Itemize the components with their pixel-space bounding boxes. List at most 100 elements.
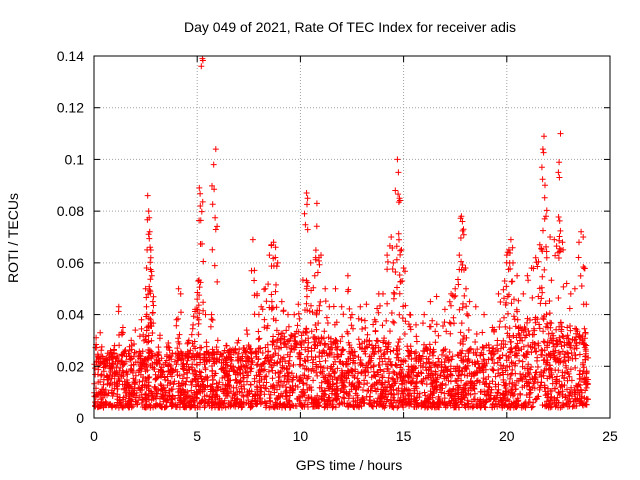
data-point [534,379,541,386]
data-point [114,353,121,360]
data-point [420,360,427,367]
data-point [119,367,126,374]
data-point [230,368,237,375]
data-point [249,236,256,243]
data-point [413,349,419,355]
data-point [209,201,216,208]
data-point [578,386,585,393]
data-point [413,333,420,340]
data-point [546,351,553,358]
data-point [517,390,524,397]
data-point [193,352,200,359]
data-point [294,384,301,390]
data-point [299,379,306,386]
data-point [554,341,561,348]
data-point [566,389,573,395]
data-point [529,331,536,338]
data-point [421,398,428,404]
data-point [105,390,112,397]
data-point [580,368,587,375]
data-point [542,182,548,189]
data-point [278,344,285,351]
data-point [267,383,274,390]
data-point [442,355,449,362]
data-point [263,379,270,386]
data-point [390,347,397,354]
data-point [456,306,463,313]
data-point [496,324,503,330]
data-point [355,336,362,343]
data-point [209,346,216,353]
data-point [440,323,446,329]
data-point [209,182,215,189]
data-point [281,336,288,343]
data-point [407,343,414,350]
data-point [268,242,275,249]
data-point [168,386,175,393]
data-point [194,314,201,321]
data-point [462,265,469,271]
data-point [395,390,402,397]
data-point [385,374,392,381]
data-point [577,398,584,405]
data-point [386,381,393,388]
data-point [450,386,457,393]
data-point [348,322,355,329]
data-point [395,230,402,237]
data-point [354,375,361,382]
data-point [273,401,280,408]
data-point [426,360,433,367]
data-point [461,292,468,299]
data-point [189,361,196,368]
data-point [356,379,363,386]
data-point [304,353,311,360]
data-point [391,380,398,387]
data-point [497,354,503,361]
data-point [261,398,268,405]
data-point [195,302,202,309]
data-point [171,378,178,385]
chart-title: Day 049 of 2021, Rate Of TEC Index for r… [184,19,516,35]
data-point [147,259,154,266]
data-point [321,374,328,381]
data-point [400,265,407,271]
data-point [294,322,301,329]
data-point [352,390,359,397]
data-point [284,351,291,358]
data-point [546,373,553,380]
data-point [209,377,216,384]
data-point [116,332,122,338]
data-point [359,326,366,332]
data-point [179,386,186,393]
data-point [432,328,439,335]
data-point [146,374,153,380]
data-point [384,365,391,372]
data-point [208,404,215,411]
data-point [509,244,516,251]
data-point [513,398,520,405]
data-point [527,317,533,323]
data-point [377,347,384,354]
data-point [316,384,323,391]
data-point [263,373,270,380]
data-point [209,372,216,379]
data-point [313,223,320,230]
data-point [508,300,515,307]
data-point [432,371,439,378]
data-point [566,339,573,346]
data-point [405,353,412,360]
data-point [395,169,402,176]
data-point [390,368,397,375]
data-point [457,398,464,405]
data-point [391,319,398,326]
data-point [455,372,462,379]
data-point [310,403,317,410]
data-point [437,372,444,379]
data-point [120,394,127,401]
data-point [147,276,154,283]
data-point [136,378,143,385]
data-point [361,348,368,355]
data-point [497,362,504,369]
data-point [268,298,275,305]
data-point [224,362,231,369]
